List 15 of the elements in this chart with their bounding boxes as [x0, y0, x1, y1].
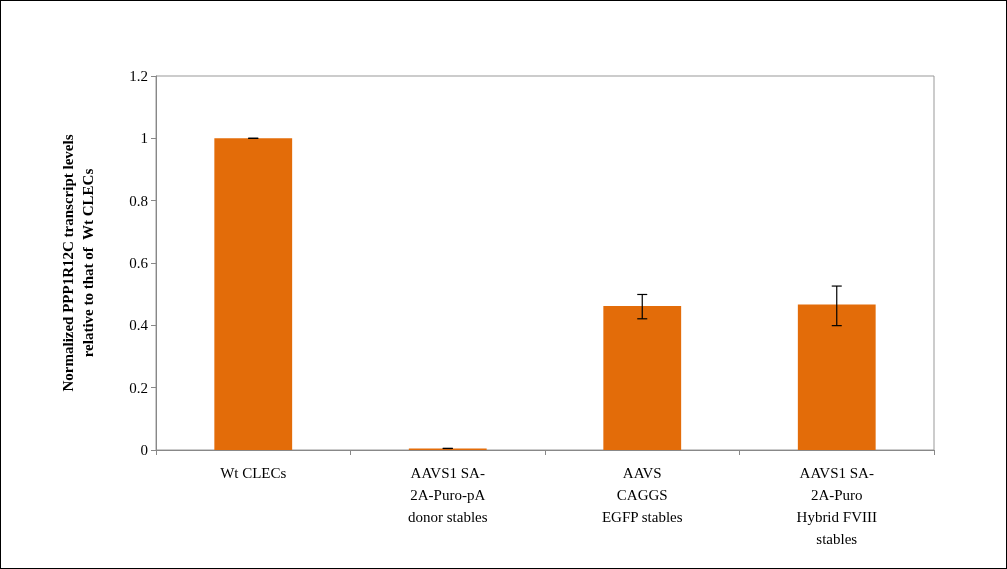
y-tick-label: 0.2: [129, 379, 148, 396]
y-tick-label: 1.2: [129, 68, 148, 84]
x-tick-label: Wt CLECs: [220, 465, 287, 481]
y-axis-title: Normalized PPP1R12C transcript levels relative to that of Wt CLECs: [60, 134, 96, 392]
y-tick-label: 0.6: [129, 255, 149, 271]
y-tick-label: 0: [140, 442, 148, 458]
bar: [797, 304, 876, 450]
bar: [214, 138, 293, 450]
bar: [603, 306, 682, 450]
y-tick-label: 0.8: [129, 192, 148, 209]
x-tick-label: AAVS1 SA- 2A-Puro-pA donor stables: [407, 465, 488, 525]
y-tick-label: 0.4: [129, 317, 149, 334]
x-tick-label: AAVS1 SA- 2A-Puro Hybrid FVIII stables: [796, 465, 877, 547]
x-tick-label: AAVS CAGGS EGFP stables: [601, 465, 683, 525]
y-tick-label: 1: [140, 130, 148, 147]
